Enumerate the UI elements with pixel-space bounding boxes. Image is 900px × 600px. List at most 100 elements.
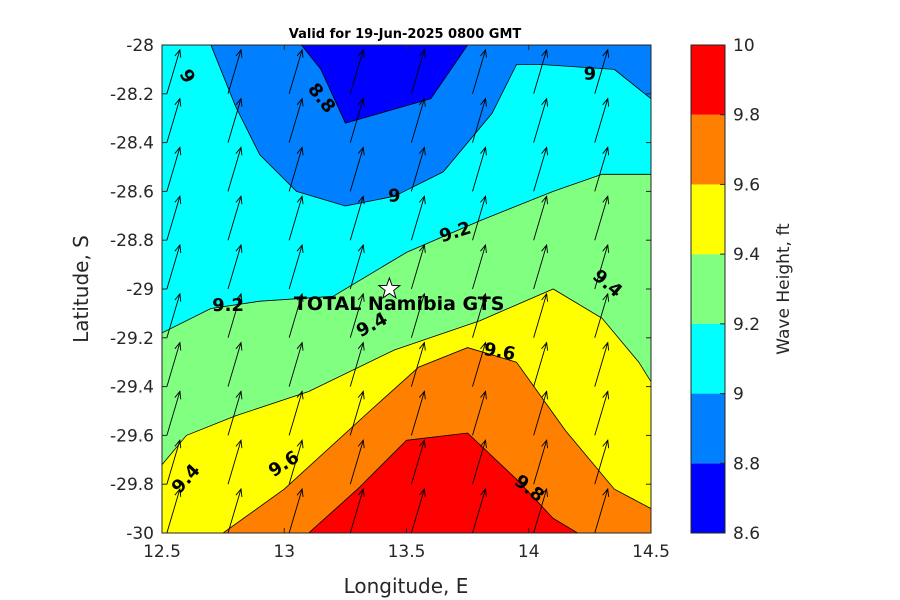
- direction-arrow: [594, 97, 610, 143]
- colorbar-tick-label: 9.4: [733, 245, 760, 265]
- direction-arrow: [166, 48, 182, 94]
- direction-arrow: [288, 292, 304, 338]
- direction-arrow: [410, 390, 426, 436]
- contour-fill-bands: [162, 45, 651, 533]
- direction-arrow: [349, 487, 365, 533]
- x-tick-label: 12.5: [143, 542, 181, 562]
- direction-arrow: [472, 146, 487, 192]
- direction-arrow: [594, 487, 610, 533]
- direction-arrow: [533, 97, 548, 143]
- colorbar-tick-label: 10: [733, 36, 755, 56]
- wave-direction-arrows: [166, 48, 610, 533]
- y-tick-label: -30: [126, 524, 154, 544]
- direction-arrow: [349, 97, 365, 143]
- x-tick-label: 14.5: [632, 542, 670, 562]
- direction-arrow: [533, 439, 548, 485]
- contour-line-9.6: [222, 347, 651, 533]
- chart-title: Valid for 19-Jun-2025 0800 GMT: [289, 27, 522, 42]
- colorbar-swatch: [691, 45, 725, 115]
- colorbar-tick-label: 9.8: [733, 106, 760, 126]
- direction-arrow: [410, 292, 426, 338]
- colorbar-swatch: [691, 114, 725, 185]
- contour-lines: [162, 45, 651, 533]
- direction-arrow: [288, 195, 304, 241]
- direction-arrow: [349, 439, 365, 485]
- colorbar-tick-label: 8.6: [733, 524, 760, 544]
- x-axis-label: Longitude, E: [344, 574, 469, 598]
- contour-line-9: [210, 45, 651, 207]
- direction-arrow: [594, 146, 610, 192]
- y-tick-label: -29.8: [110, 475, 154, 495]
- direction-arrow: [288, 439, 304, 485]
- contour-line-9.8: [308, 432, 578, 533]
- direction-arrow: [349, 292, 365, 338]
- colorbar-tick-label: 9.6: [733, 175, 760, 195]
- direction-arrow: [227, 439, 243, 485]
- direction-arrow: [166, 97, 182, 143]
- direction-arrow: [166, 292, 182, 338]
- direction-arrow: [288, 487, 304, 533]
- direction-arrow: [472, 487, 487, 533]
- direction-arrow: [166, 487, 182, 533]
- direction-arrow: [410, 341, 426, 387]
- direction-arrow: [594, 195, 610, 241]
- direction-arrow: [533, 390, 548, 436]
- direction-arrow: [166, 195, 182, 241]
- colorbar-swatch: [691, 393, 725, 464]
- direction-arrow: [594, 243, 610, 290]
- direction-arrow: [594, 439, 610, 485]
- x-tick-label: 13: [273, 542, 295, 562]
- direction-arrow: [227, 195, 243, 241]
- direction-arrow: [288, 146, 304, 192]
- direction-arrow: [410, 243, 426, 290]
- band-8.8-9.0: [162, 45, 651, 206]
- contour-label: 9.2: [212, 295, 244, 316]
- direction-arrow: [410, 487, 426, 533]
- direction-arrow: [349, 48, 365, 94]
- direction-arrow: [533, 195, 548, 241]
- direction-arrow: [472, 390, 487, 436]
- station-star-icon: [377, 276, 402, 300]
- direction-arrow: [227, 97, 243, 143]
- y-tick-label: -28.2: [110, 85, 154, 105]
- direction-arrow: [410, 97, 426, 143]
- contour-line-8.8: [301, 45, 468, 124]
- direction-arrow: [227, 243, 243, 290]
- colorbar-swatch: [691, 254, 725, 324]
- direction-arrow: [227, 292, 243, 338]
- direction-arrow: [472, 97, 487, 143]
- colorbar-swatch: [691, 463, 725, 533]
- direction-arrow: [227, 146, 243, 192]
- direction-arrow: [349, 390, 365, 436]
- direction-arrow: [472, 341, 487, 387]
- direction-arrow: [410, 195, 426, 241]
- direction-arrow: [349, 341, 365, 387]
- y-tick-label: -28: [126, 36, 154, 56]
- y-tick-label: -28.4: [110, 134, 154, 154]
- contour-label: 9: [388, 185, 401, 206]
- colorbar-label: Wave Height, ft: [774, 223, 794, 355]
- x-axis: 12.5 13 13.5 14 14.5: [143, 45, 670, 562]
- y-axis-label: Latitude, S: [69, 235, 93, 343]
- y-tick-label: -29.6: [110, 426, 154, 446]
- direction-arrow: [533, 48, 548, 94]
- direction-arrow: [288, 97, 304, 143]
- contour-line-9.2: [162, 173, 651, 334]
- colorbar-tick-label: 8.8: [733, 454, 760, 474]
- station-marker-group: TOTAL Namibia GTS: [294, 276, 504, 315]
- direction-arrow: [472, 243, 487, 290]
- contour-label: 9: [584, 63, 597, 84]
- direction-arrow: [349, 243, 365, 290]
- direction-arrow: [227, 487, 243, 533]
- direction-arrow: [533, 146, 548, 192]
- direction-arrow: [227, 48, 243, 94]
- y-tick-label: -28.6: [110, 182, 154, 202]
- direction-arrow: [533, 243, 548, 290]
- y-tick-label: -29.2: [110, 329, 154, 349]
- direction-arrow: [227, 390, 243, 436]
- direction-arrow: [533, 487, 548, 533]
- direction-arrow: [533, 341, 548, 387]
- y-tick-label: -29.4: [110, 378, 154, 398]
